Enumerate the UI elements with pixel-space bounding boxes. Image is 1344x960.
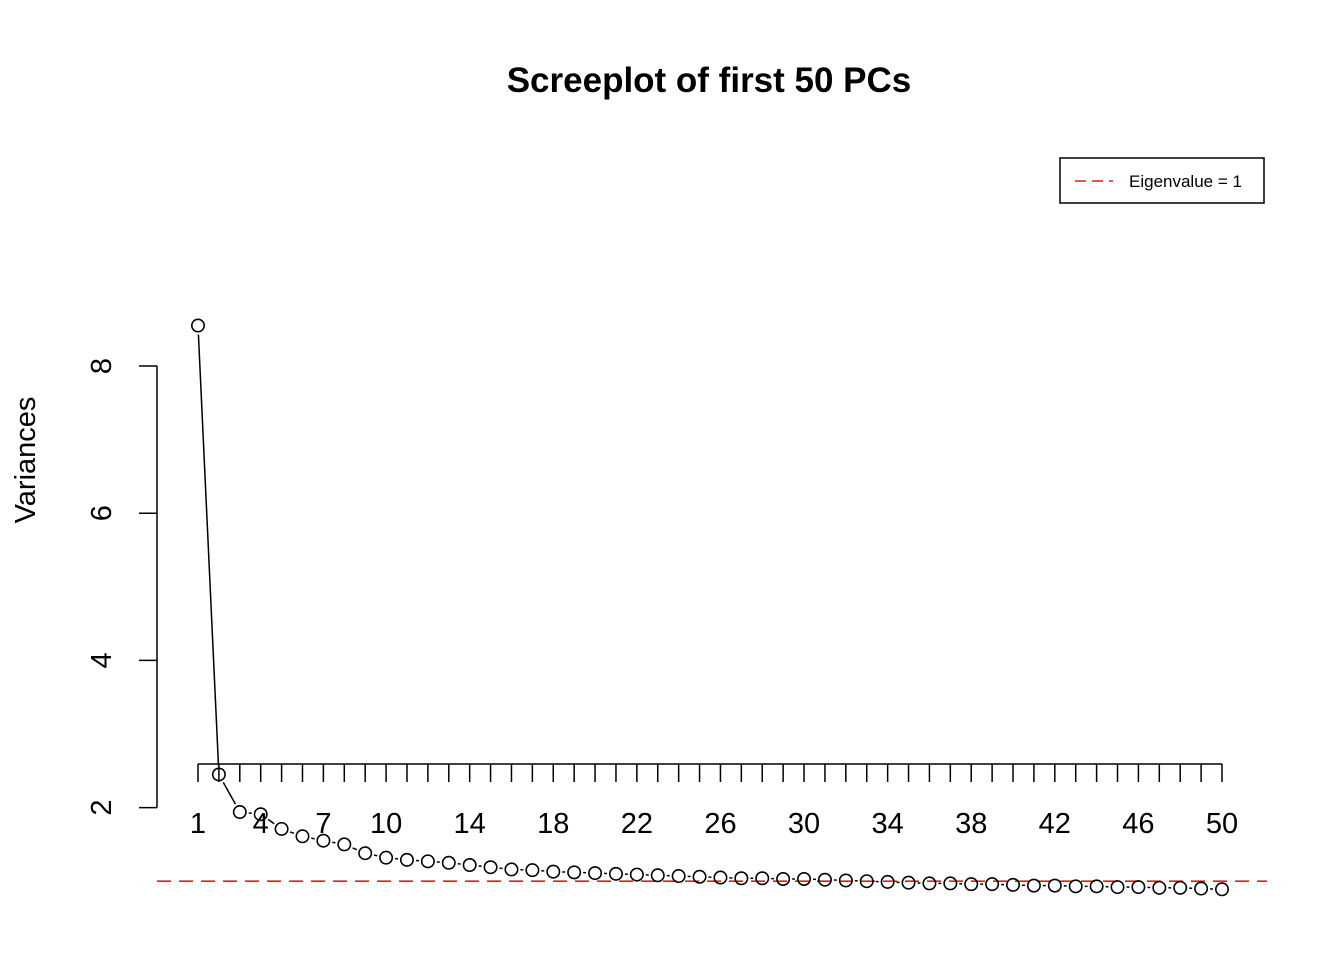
x-tick-label: 46 <box>1122 808 1154 840</box>
data-point <box>1215 882 1230 897</box>
data-point <box>1194 881 1209 896</box>
series-line-segment <box>311 837 315 840</box>
data-point <box>671 869 686 884</box>
data-point <box>483 860 498 875</box>
x-tick-label: 14 <box>454 808 486 840</box>
data-point <box>546 864 561 879</box>
data-point <box>1006 877 1021 892</box>
data-point <box>1131 880 1146 895</box>
x-tick-label: 50 <box>1206 808 1238 840</box>
data-point <box>713 870 728 885</box>
y-tick-label: 6 <box>86 505 118 521</box>
data-point <box>525 863 540 878</box>
data-point <box>358 846 373 861</box>
data-point <box>859 874 874 889</box>
data-point <box>985 877 1000 892</box>
data-point <box>755 871 770 886</box>
data-point <box>922 876 937 891</box>
data-point <box>191 318 206 333</box>
data-point <box>797 871 812 886</box>
x-tick-label: 30 <box>788 808 820 840</box>
series-line-segment <box>373 854 378 857</box>
data-point <box>1026 878 1041 893</box>
data-point <box>964 877 979 892</box>
data-point <box>1089 879 1104 894</box>
x-tick-label: 42 <box>1039 808 1071 840</box>
data-point <box>504 862 519 877</box>
data-point <box>880 874 895 889</box>
data-point <box>1068 879 1083 894</box>
data-point <box>817 872 832 887</box>
x-tick-label: 34 <box>871 808 903 840</box>
data-point <box>253 807 268 822</box>
y-tick-label: 8 <box>86 358 118 374</box>
data-point <box>1110 880 1125 895</box>
y-tick-label: 4 <box>86 652 118 668</box>
series-group <box>191 318 1230 897</box>
series-line-segment <box>352 847 358 851</box>
y-tick-label: 2 <box>86 800 118 816</box>
data-point <box>462 858 477 873</box>
x-axis: 1 4 7 10 14 18 22 26 30 34 38 42 46 50 <box>190 763 1238 840</box>
x-tick-label: 7 <box>315 808 331 840</box>
x-tick-label: 22 <box>621 808 653 840</box>
data-point <box>399 852 414 867</box>
data-point <box>379 850 394 865</box>
x-tick-label: 38 <box>955 808 987 840</box>
data-point <box>1047 878 1062 893</box>
data-point <box>211 767 226 782</box>
data-point <box>901 875 916 890</box>
data-point <box>1173 880 1188 895</box>
legend-label: Eigenvalue = 1 <box>1129 172 1242 191</box>
x-tick-label: 10 <box>370 808 402 840</box>
data-point <box>441 855 456 870</box>
x-tick-label: 4 <box>253 808 269 840</box>
x-tick-label: 18 <box>537 808 569 840</box>
data-point <box>274 821 289 836</box>
data-point <box>588 866 603 881</box>
data-point <box>629 867 644 882</box>
data-point <box>943 876 958 891</box>
series-line-segment <box>197 334 220 766</box>
data-point <box>1152 880 1167 895</box>
data-point <box>420 854 435 869</box>
data-point <box>608 866 623 881</box>
data-point <box>692 869 707 884</box>
data-point <box>337 837 352 852</box>
legend: Eigenvalue = 1 <box>1059 157 1265 204</box>
series-line-segment <box>222 781 237 805</box>
x-tick-label: 1 <box>190 808 206 840</box>
data-point <box>232 805 247 820</box>
data-point <box>776 871 791 886</box>
data-point <box>650 868 665 883</box>
y-axis-label: Variances <box>10 397 42 524</box>
data-point <box>295 829 310 844</box>
series-line-segment <box>289 831 295 835</box>
data-point <box>838 873 853 888</box>
series-line-segment <box>332 841 336 844</box>
x-tick-label: 26 <box>704 808 736 840</box>
chart-title: Screeplot of first 50 PCs <box>507 61 912 100</box>
y-axis: 2 4 6 8 <box>86 358 158 816</box>
series-line-segment <box>267 818 275 825</box>
data-point <box>567 865 582 880</box>
data-point <box>316 833 331 848</box>
data-point <box>734 871 749 886</box>
